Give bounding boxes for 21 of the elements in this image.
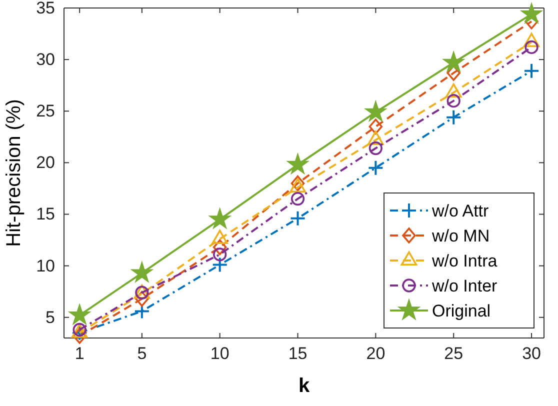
legend-label: w/o Intra bbox=[431, 251, 498, 270]
x-tick-label: 1 bbox=[74, 344, 84, 364]
y-tick-label: 15 bbox=[36, 204, 55, 224]
x-tick-label: 5 bbox=[137, 344, 147, 364]
x-axis-title: k bbox=[298, 375, 310, 397]
x-tick-label: 10 bbox=[210, 344, 230, 364]
x-tick-label: 15 bbox=[288, 344, 308, 364]
legend-label: w/o MN bbox=[431, 226, 490, 246]
y-tick-label: 30 bbox=[36, 50, 55, 70]
x-tick-label: 30 bbox=[522, 344, 541, 364]
legend-label: w/o Inter bbox=[431, 276, 498, 296]
y-tick-label: 5 bbox=[46, 308, 55, 327]
legend-label: Original bbox=[432, 301, 491, 320]
legend-label: w/o Attr bbox=[431, 201, 490, 220]
x-tick-label: 25 bbox=[444, 344, 464, 364]
y-tick-label: 20 bbox=[36, 153, 55, 172]
y-tick-label: 35 bbox=[36, 0, 55, 18]
y-tick-label: 10 bbox=[36, 256, 55, 276]
y-axis-title: Hit-precision (%) bbox=[3, 99, 25, 247]
x-tick-label: 20 bbox=[366, 344, 386, 364]
y-tick-label: 25 bbox=[36, 102, 55, 121]
